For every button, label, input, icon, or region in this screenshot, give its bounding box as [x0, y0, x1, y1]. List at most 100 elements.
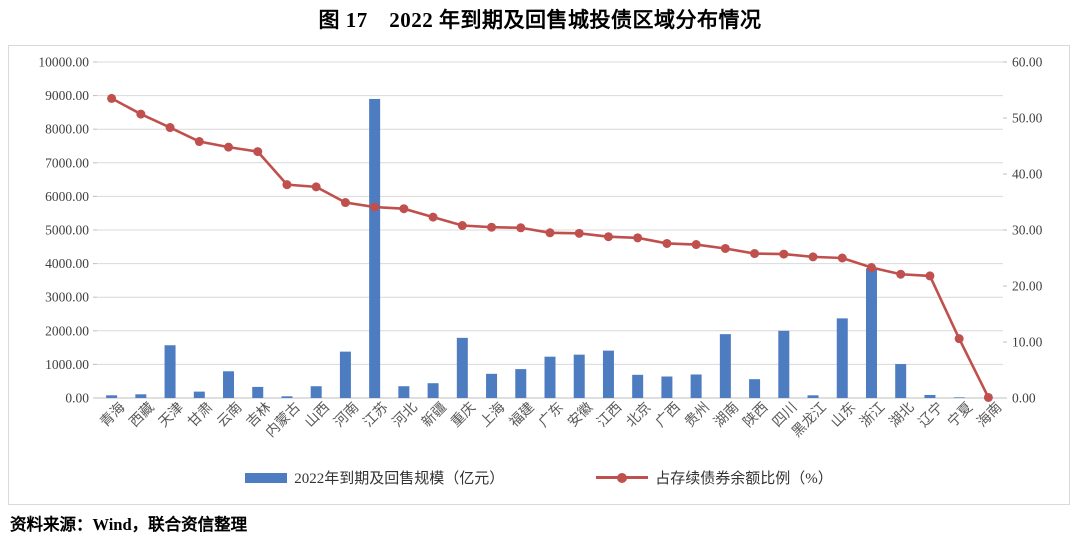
line-point-天津	[165, 123, 175, 133]
bar-北京	[632, 374, 644, 398]
x-axis-label: 福建	[506, 400, 537, 431]
line-point-广西	[662, 238, 672, 248]
line-point-江西	[603, 232, 613, 242]
line-point-新疆	[428, 212, 438, 222]
y-axis-tick-label: 4000.00	[45, 256, 89, 271]
y-axis-tick-label: 8000.00	[45, 122, 89, 137]
bar-广西	[661, 376, 673, 398]
bar-江苏	[369, 98, 381, 399]
x-axis-label: 云南	[214, 400, 245, 431]
chart-canvas: 0.00 1000.00 2000.00 3000.00 4000.00 5000.00 6…	[38, 55, 1043, 441]
line-point-福建	[516, 223, 526, 233]
line-point-甘肃	[194, 137, 204, 147]
y2-axis-tick-label: 50.00	[1012, 111, 1043, 126]
legend-bar-label: 2022年到期及回售规模（亿元）	[294, 471, 505, 487]
line-point-江苏	[370, 202, 380, 212]
source-note: 资料来源：Wind，联合资信整理	[10, 515, 248, 534]
x-axis-label: 西藏	[127, 400, 158, 431]
line-point-贵州	[691, 240, 701, 250]
line-point-辽宁	[925, 271, 935, 281]
line-point-北京	[633, 233, 643, 243]
y-axis-tick-label: 5000.00	[45, 223, 89, 238]
y2-axis-tick-label: 0.00	[1012, 391, 1036, 406]
chart-title: 图 17 2022 年到期及回售城投债区域分布情况	[318, 8, 762, 32]
x-axis-label: 重庆	[448, 400, 479, 431]
bar-重庆	[456, 337, 468, 398]
bar-福建	[515, 369, 527, 398]
legend-line-label: 占存续债券余额比例（%）	[655, 471, 833, 487]
bar-黑龙江	[807, 395, 819, 398]
line-point-陕西	[750, 249, 760, 259]
line-point-海南	[983, 392, 993, 402]
bar-浙江	[865, 268, 877, 398]
x-axis-label: 辽宁	[915, 399, 947, 431]
bar-青海	[106, 395, 118, 398]
bar-山西	[310, 386, 322, 398]
x-axis-label: 山东	[828, 400, 859, 431]
bar-广东	[544, 356, 556, 398]
y2-axis-tick-label: 40.00	[1012, 167, 1043, 182]
line-point-河南	[340, 198, 350, 208]
line-point-河北	[399, 204, 409, 214]
x-axis-label: 青海	[97, 400, 128, 431]
x-axis-label: 广西	[653, 400, 684, 431]
bar-贵州	[690, 374, 702, 398]
chart-legend: 2022年到期及回售规模（亿元） 占存续债券余额比例（%）	[9, 467, 1069, 488]
chart-area: 0.00 1000.00 2000.00 3000.00 4000.00 5000.00 6…	[8, 45, 1070, 505]
bar-山东	[836, 318, 848, 398]
y-axis-tick-label: 6000.00	[45, 189, 89, 204]
ratio-line	[110, 97, 990, 399]
x-axis-label: 浙江	[857, 400, 888, 431]
line-point-安徽	[574, 228, 584, 238]
line-point-吉林	[253, 147, 263, 157]
x-axis-label: 北京	[623, 400, 654, 431]
legend-line-marker-icon	[617, 472, 628, 483]
x-axis-label: 上海	[477, 400, 508, 431]
legend-item-line-series: 占存续债券余额比例（%）	[596, 467, 833, 488]
bar-内蒙古	[281, 396, 293, 398]
line-point-黑龙江	[808, 252, 818, 262]
bar-湖南	[719, 334, 731, 398]
bar-河南	[339, 351, 351, 398]
x-axis-label: 甘肃	[185, 400, 216, 431]
x-axis-label: 江西	[594, 400, 625, 431]
legend-line-swatch	[596, 472, 649, 483]
bar-安徽	[573, 354, 585, 398]
bar-宁夏	[953, 397, 965, 398]
y-axis-tick-label: 7000.00	[45, 155, 89, 170]
y2-axis-tick-label: 10.00	[1012, 335, 1043, 350]
y-axis-tick-label: 1000.00	[45, 357, 89, 372]
bar-江西	[602, 350, 614, 398]
y-axis-tick-label: 10000.00	[38, 55, 89, 70]
bar-新疆	[427, 383, 439, 398]
bar-陕西	[749, 379, 761, 398]
bar-吉林	[252, 386, 264, 398]
bar-辽宁	[924, 394, 936, 398]
y-axis-tick-label: 2000.00	[45, 323, 89, 338]
x-axis-label: 河北	[390, 400, 421, 431]
line-point-山东	[837, 253, 847, 263]
x-axis-label: 河南	[331, 400, 362, 431]
y-axis-tick-label: 0.00	[65, 391, 89, 406]
line-point-湖北	[896, 269, 906, 279]
x-axis-label: 湖北	[886, 400, 917, 431]
y2-axis-tick-label: 20.00	[1012, 279, 1043, 294]
x-axis-label: 陕西	[740, 400, 771, 431]
line-point-重庆	[457, 221, 467, 231]
line-point-浙江	[866, 263, 876, 273]
bar-天津	[164, 345, 176, 398]
legend-item-bar-series: 2022年到期及回售规模（亿元）	[245, 467, 504, 488]
legend-bar-swatch	[245, 472, 288, 483]
y2-axis-tick-label: 30.00	[1012, 223, 1043, 238]
x-axis-label: 贵州	[682, 400, 713, 431]
x-axis-label: 天津	[156, 400, 187, 431]
x-axis-label: 新疆	[419, 400, 450, 431]
bar-四川	[778, 330, 790, 398]
line-point-宁夏	[954, 334, 964, 344]
bar-甘肃	[193, 391, 205, 398]
x-axis-label: 海南	[974, 400, 1005, 431]
line-point-四川	[779, 249, 789, 259]
y2-axis-tick-label: 60.00	[1012, 55, 1043, 70]
line-point-青海	[107, 93, 117, 103]
